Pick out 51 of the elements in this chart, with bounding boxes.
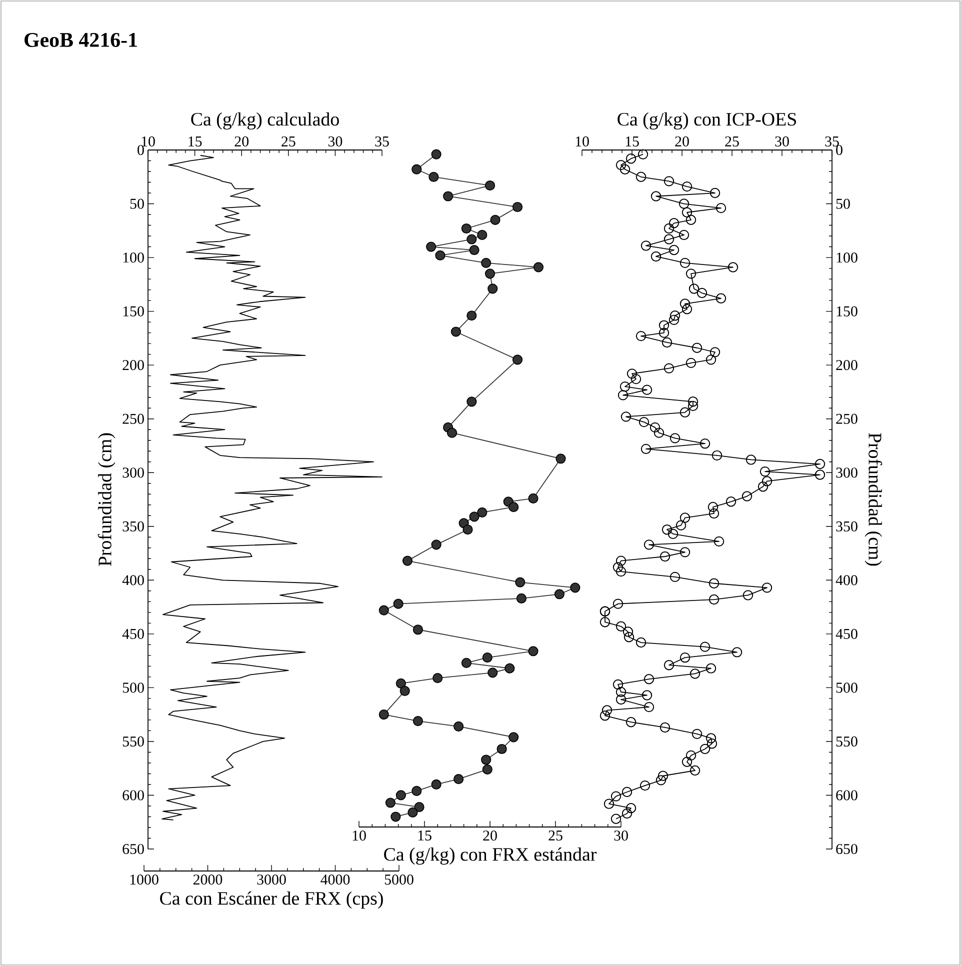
x-tick-label: 10: [352, 830, 366, 841]
x-axis-title: Ca (g/kg) con ICP-OES: [618, 112, 796, 130]
x-tick-label: 25: [548, 830, 562, 841]
x-tick-label: 20: [675, 136, 689, 146]
y-tick-label: 600: [836, 790, 858, 800]
y-tick-label: 50: [836, 198, 850, 209]
y-tick-label: 250: [836, 414, 858, 424]
x-axis-title: Ca con Escáner de FRX (cps): [160, 891, 383, 909]
y-tick-label: 250: [122, 414, 144, 424]
y-tick-label: 500: [836, 682, 858, 693]
y-tick-label: 100: [123, 252, 144, 263]
y-tick-label: 150: [836, 306, 858, 316]
y-tick-label: 500: [122, 682, 144, 693]
x-tick-label: 1000: [130, 874, 158, 885]
y-tick-label: 450: [836, 628, 858, 639]
x-axis-title: Ca (g/kg) con FRX estándar: [384, 847, 597, 865]
y-tick-label: 0: [138, 144, 144, 156]
x-tick-label: 15: [418, 830, 432, 841]
y-tick-label: 400: [836, 575, 858, 586]
x2-axis-title: Ca (g/kg) calculado: [191, 112, 339, 130]
y-tick-label: 50: [130, 198, 144, 209]
y-tick-label: 300: [836, 468, 858, 478]
y-axis-title: Profundidad (cm): [98, 433, 116, 566]
x-tick-label: 15: [626, 136, 639, 146]
y-tick-label: 100: [836, 252, 858, 263]
y-tick-label: 650: [122, 844, 144, 854]
x-tick-label: 30: [614, 830, 628, 841]
x-tick-label: 20: [483, 830, 497, 841]
y-tick-label: 550: [836, 736, 858, 747]
x-tick-label: 2000: [193, 874, 222, 885]
y-tick-label: 300: [122, 468, 144, 478]
x-tick-label: 3000: [257, 874, 286, 885]
x-tick-label: 10: [576, 136, 589, 146]
y-tick-label: 650: [836, 844, 858, 854]
x-tick-label: 30: [775, 136, 789, 146]
x-tick-label: 35: [825, 136, 839, 146]
y-tick-label: 450: [122, 628, 144, 639]
y-tick-label: 350: [122, 521, 144, 532]
y-tick-label: 200: [836, 360, 858, 370]
y-tick-label: 550: [122, 736, 144, 747]
x-tick-label: 5000: [384, 874, 414, 885]
y-tick-label: 150: [123, 306, 144, 316]
y-tick-label: 600: [122, 790, 144, 800]
y-tick-label: 0: [836, 144, 842, 156]
y-tick-label: 350: [836, 521, 858, 532]
x-tick-label: 4000: [320, 874, 350, 885]
y-axis-title: Profundidad (cm): [864, 433, 882, 566]
y-tick-label: 200: [122, 360, 144, 370]
y-tick-label: 400: [122, 575, 144, 586]
x-tick-label: 25: [725, 136, 739, 146]
chart-title: GeoB 4216-1: [24, 32, 137, 48]
